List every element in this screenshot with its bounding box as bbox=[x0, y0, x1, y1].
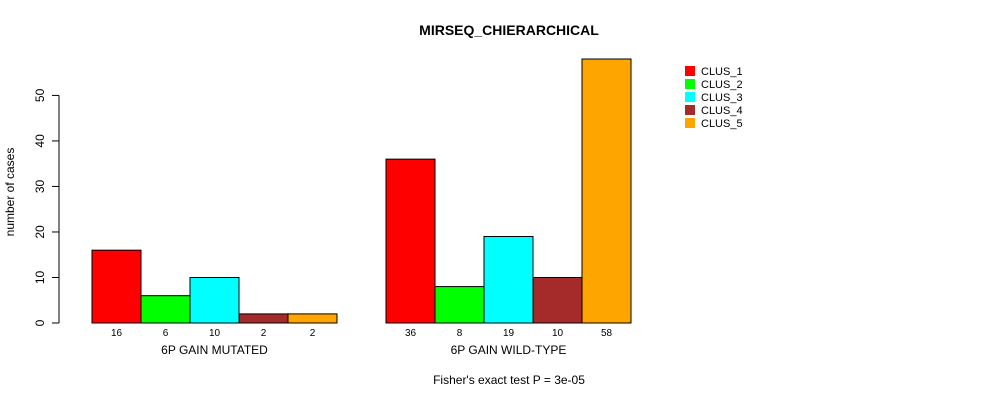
y-axis: 0 10 20 30 40 50 bbox=[33, 88, 60, 326]
y-tick-label: 50 bbox=[33, 88, 47, 102]
group-labels: 6P GAIN MUTATED 6P GAIN WILD-TYPE bbox=[161, 343, 566, 357]
bar-count-label: 58 bbox=[601, 328, 613, 339]
bar-clus-3-2 bbox=[483, 236, 534, 324]
bar-clus-4-1 bbox=[238, 313, 289, 324]
bar-count-label: 6 bbox=[163, 328, 169, 339]
bar-clus-2-1 bbox=[140, 295, 191, 324]
bar-count-label: 19 bbox=[503, 328, 515, 339]
legend-swatch bbox=[685, 118, 695, 128]
legend-label: CLUS_3 bbox=[701, 92, 743, 104]
bars: 16 6 10 2 2 36 8 19 10 58 bbox=[91, 58, 632, 339]
bar-clus-4-2 bbox=[532, 276, 583, 324]
legend-label: CLUS_5 bbox=[701, 118, 743, 130]
legend-label: CLUS_1 bbox=[701, 66, 743, 78]
bar-count-label: 8 bbox=[457, 328, 463, 339]
y-tick-label: 20 bbox=[33, 225, 47, 239]
bar-count-label: 36 bbox=[405, 328, 417, 339]
y-tick-label: 30 bbox=[33, 179, 47, 193]
legend-label: CLUS_2 bbox=[701, 79, 743, 91]
y-tick-label: 10 bbox=[33, 270, 47, 284]
bar-count-label: 10 bbox=[209, 328, 221, 339]
bar-count-label: 10 bbox=[552, 328, 564, 339]
chart-title: MIRSEQ_CHIERARCHICAL bbox=[419, 22, 599, 38]
group-label: 6P GAIN WILD-TYPE bbox=[451, 343, 567, 357]
bar-clus-1-1 bbox=[91, 249, 142, 324]
bar-count-label: 16 bbox=[111, 328, 123, 339]
y-tick-label: 0 bbox=[33, 319, 47, 326]
legend-swatch bbox=[685, 105, 695, 115]
bar-clus-2-2 bbox=[434, 286, 485, 324]
legend-swatch bbox=[685, 79, 695, 89]
bar-clus-3-1 bbox=[189, 276, 240, 324]
footnote: Fisher's exact test P = 3e-05 bbox=[433, 373, 585, 387]
bar-clus-5-1 bbox=[287, 313, 338, 324]
bar-count-label: 2 bbox=[261, 328, 267, 339]
legend-label: CLUS_4 bbox=[701, 105, 743, 117]
y-axis-label: number of cases bbox=[3, 148, 17, 237]
bar-clus-1-2 bbox=[385, 158, 436, 324]
legend-swatch bbox=[685, 92, 695, 102]
bar-count-label: 2 bbox=[310, 328, 316, 339]
y-tick-label: 40 bbox=[33, 134, 47, 148]
legend-swatch bbox=[685, 66, 695, 76]
group-label: 6P GAIN MUTATED bbox=[161, 343, 268, 357]
bar-clus-5-2 bbox=[581, 58, 632, 324]
